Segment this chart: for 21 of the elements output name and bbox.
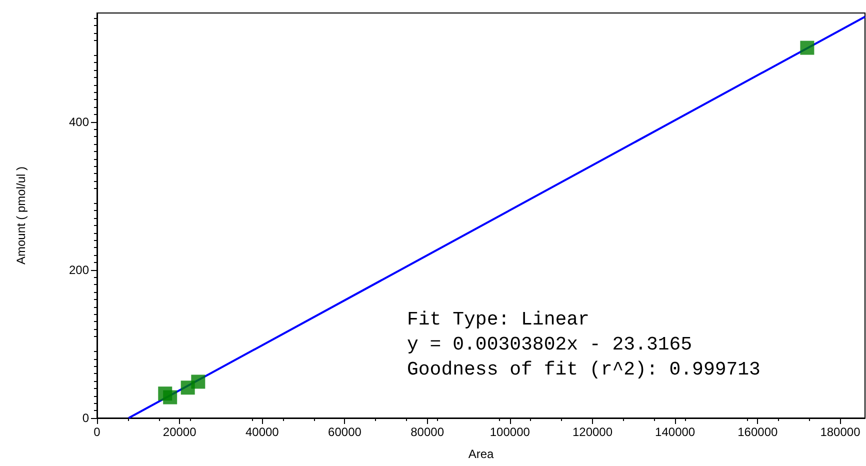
x-tick-label: 80000 [410,425,444,439]
y-tick-label: 200 [68,262,90,277]
point [191,374,206,389]
x-tick-label: 180000 [820,425,861,439]
annotation: Goodness of fit (r^2): 0.999713 [407,358,760,380]
x-tick-label: 160000 [738,425,778,439]
y-tick-label: 0 [82,411,90,425]
x-tick-label: 60000 [328,425,362,439]
annotation: y = 0.00303802x - 23.3165 [407,334,692,356]
x-tick-label: 20000 [162,425,197,439]
x-tick-label: 0 [94,425,101,439]
point [800,40,814,55]
y-tick-label: 400 [68,114,90,129]
x-tick-label: 140000 [655,425,696,439]
x-tick-label: 100000 [490,425,530,439]
y-axis-title: Amount ( pmol/ul ) [14,166,28,265]
annotation: Fit Type: Linear [407,308,590,330]
point [163,390,178,404]
x-tick-label: 120000 [572,425,613,439]
x-tick-label: 40000 [245,425,280,439]
x-axis-title: Area [468,447,494,461]
